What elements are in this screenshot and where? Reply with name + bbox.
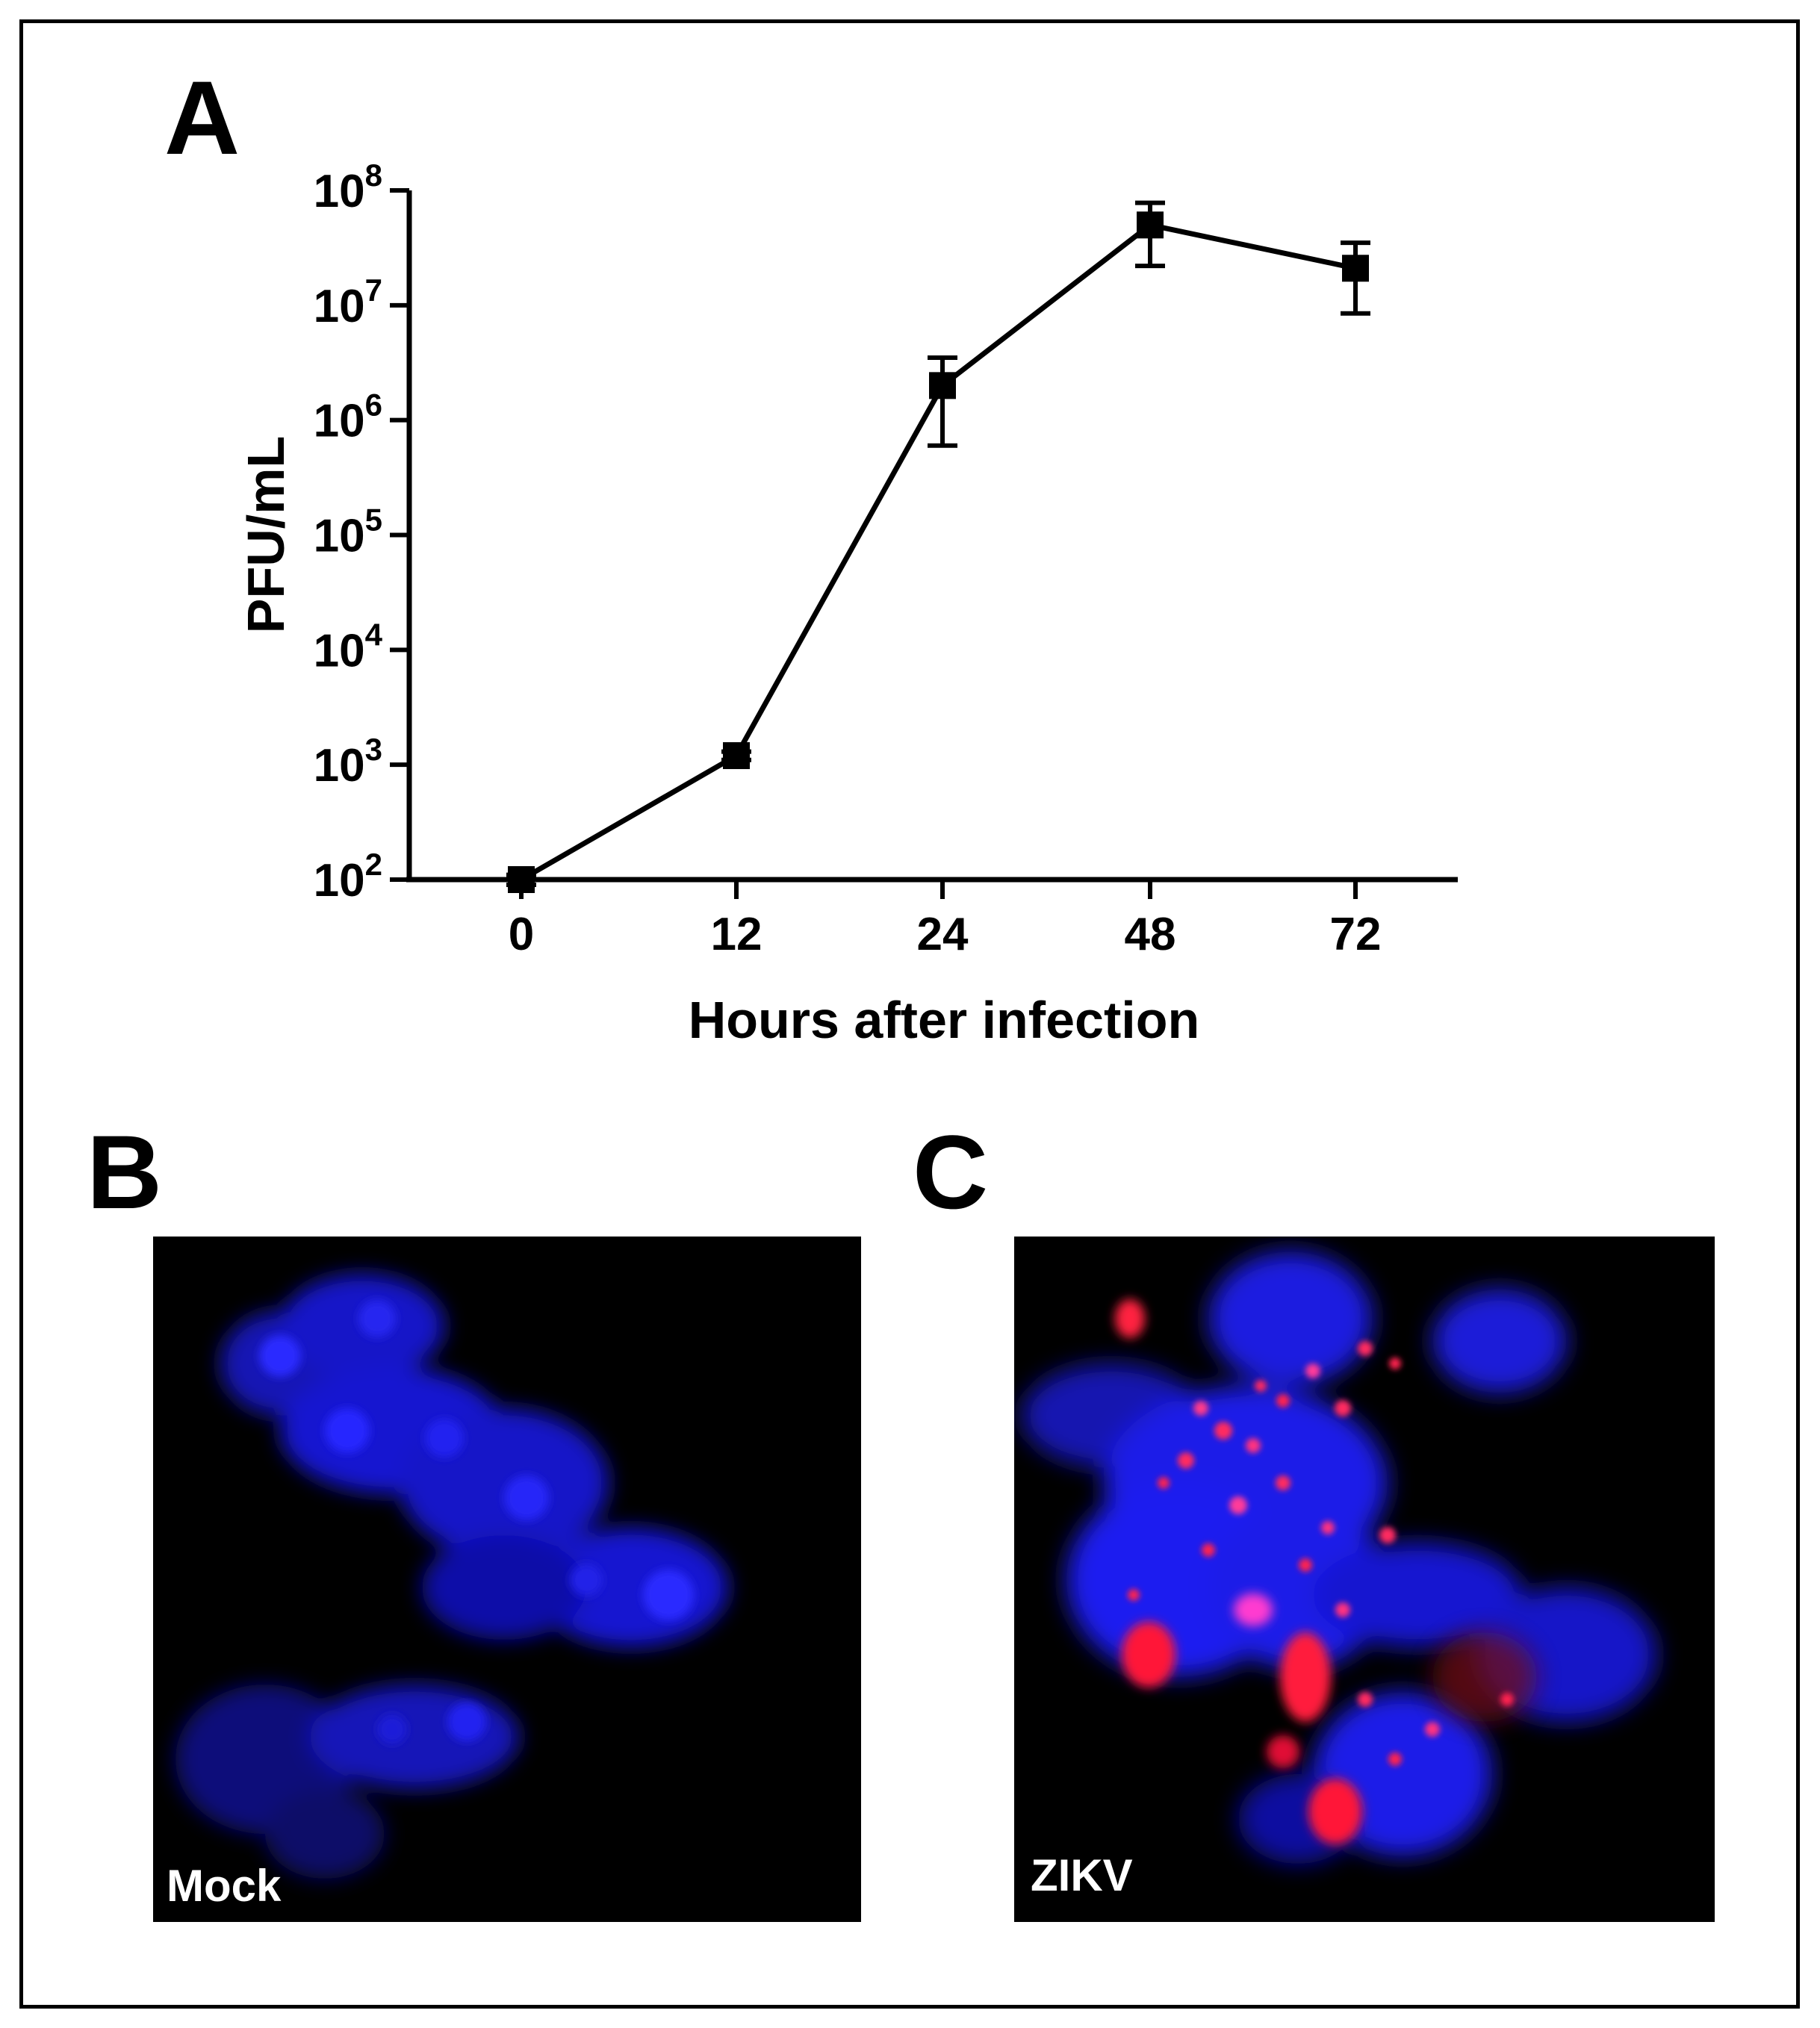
data-point	[1342, 255, 1369, 282]
panel-a-letter: A	[164, 59, 240, 176]
x-tick-label: 24	[917, 909, 969, 960]
data-point	[1137, 211, 1164, 239]
data-point	[723, 741, 750, 769]
series-line	[520, 222, 1356, 883]
panel-c-letter: C	[913, 1113, 989, 1231]
y-tick-label: 108	[314, 158, 382, 217]
x-axis-title: Hours after infection	[689, 991, 1200, 1049]
data-point	[929, 372, 956, 399]
panel-b-letter: B	[87, 1113, 163, 1231]
x-tick-label: 72	[1330, 909, 1382, 960]
x-tick-label: 12	[711, 909, 763, 960]
micrograph-zikv: ZIKV	[1014, 1237, 1715, 1922]
y-tick-label: 103	[314, 732, 382, 791]
zikv-label: ZIKV	[1031, 1850, 1133, 1900]
data-point	[508, 866, 535, 893]
y-tick-label: 105	[314, 503, 382, 562]
y-tick-label: 104	[314, 617, 383, 676]
micrograph-mock: Mock	[153, 1237, 861, 1922]
growth-curve-chart: 102 103 104 105 106 107 108 0 12 24 48 72 Hours afte…	[237, 158, 1458, 1049]
mock-label: Mock	[167, 1861, 282, 1911]
x-tick-label: 48	[1125, 909, 1176, 960]
micrograph-mock-image	[176, 1274, 728, 1879]
micrograph-zikv-image	[1022, 1251, 1656, 1864]
y-tick-label: 102	[314, 847, 382, 906]
y-tick-label: 106	[314, 388, 382, 447]
y-axis-title: PFU/mL	[237, 436, 295, 633]
y-tick-label: 107	[314, 273, 382, 332]
x-tick-label: 0	[509, 909, 534, 960]
